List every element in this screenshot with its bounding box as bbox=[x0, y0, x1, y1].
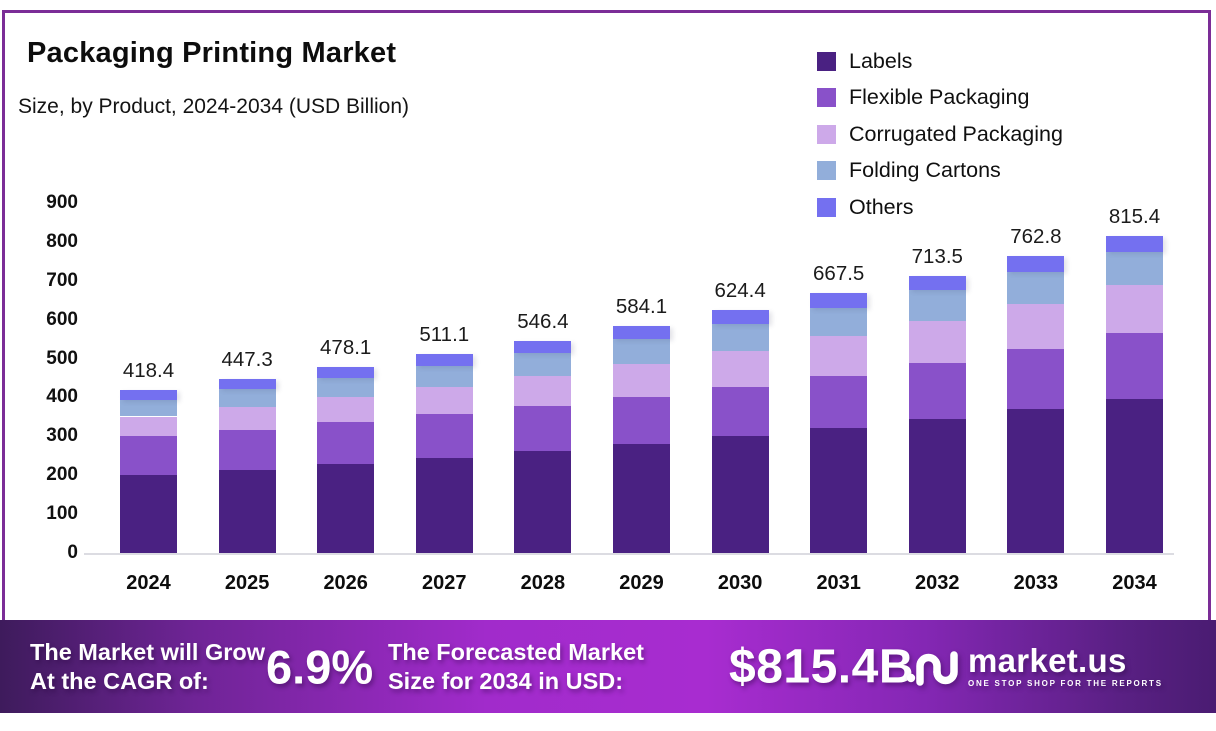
legend: Labels Flexible Packaging Corrugated Packa… bbox=[817, 43, 1063, 226]
forecast-value: $815.4B bbox=[729, 640, 914, 693]
cagr-value: 6.9% bbox=[266, 640, 374, 693]
cagr-caption: The Market will Grow At the CAGR of: bbox=[30, 638, 265, 696]
chart-card: Packaging Printing Market Size, by Produ… bbox=[2, 10, 1211, 658]
brand-text: market.us ONE STOP SHOP FOR THE REPORTS bbox=[968, 641, 1163, 688]
page-subtitle: Size, by Product, 2024-2034 (USD Billion… bbox=[18, 95, 410, 118]
legend-swatch-others bbox=[817, 197, 836, 217]
legend-item: Flexible Packaging bbox=[817, 80, 1063, 117]
legend-item: Folding Cartons bbox=[817, 153, 1063, 190]
legend-label: Flexible Packaging bbox=[849, 85, 1030, 110]
brand-name: market.us bbox=[968, 641, 1127, 679]
cagr-caption-line1: The Market will Grow bbox=[30, 638, 266, 665]
footer-banner: The Market will Grow At the CAGR of: 6.9… bbox=[0, 620, 1216, 713]
legend-label: Labels bbox=[849, 48, 913, 73]
legend-label: Folding Cartons bbox=[849, 158, 1001, 183]
legend-item: Corrugated Packaging bbox=[817, 116, 1063, 153]
brand-logo: market.us ONE STOP SHOP FOR THE REPORTS bbox=[906, 642, 1163, 692]
legend-swatch-labels bbox=[817, 51, 836, 71]
legend-item: Labels bbox=[817, 43, 1063, 80]
forecast-caption: The Forecasted Market Size for 2034 in U… bbox=[388, 638, 644, 696]
page-title: Packaging Printing Market bbox=[27, 37, 397, 69]
cagr-caption-line2: At the CAGR of: bbox=[30, 667, 209, 694]
legend-item: Others bbox=[817, 189, 1063, 226]
forecast-caption-line2: Size for 2034 in USD: bbox=[388, 667, 624, 694]
brand-tagline: ONE STOP SHOP FOR THE REPORTS bbox=[968, 678, 1163, 688]
legend-swatch-flexible-packaging bbox=[817, 88, 836, 108]
legend-swatch-folding-cartons bbox=[817, 161, 836, 181]
legend-swatch-corrugated-packaging bbox=[817, 124, 836, 144]
marketus-wave-icon bbox=[906, 650, 958, 686]
legend-label: Others bbox=[849, 194, 914, 219]
legend-label: Corrugated Packaging bbox=[849, 121, 1063, 146]
forecast-caption-line1: The Forecasted Market bbox=[388, 638, 644, 665]
